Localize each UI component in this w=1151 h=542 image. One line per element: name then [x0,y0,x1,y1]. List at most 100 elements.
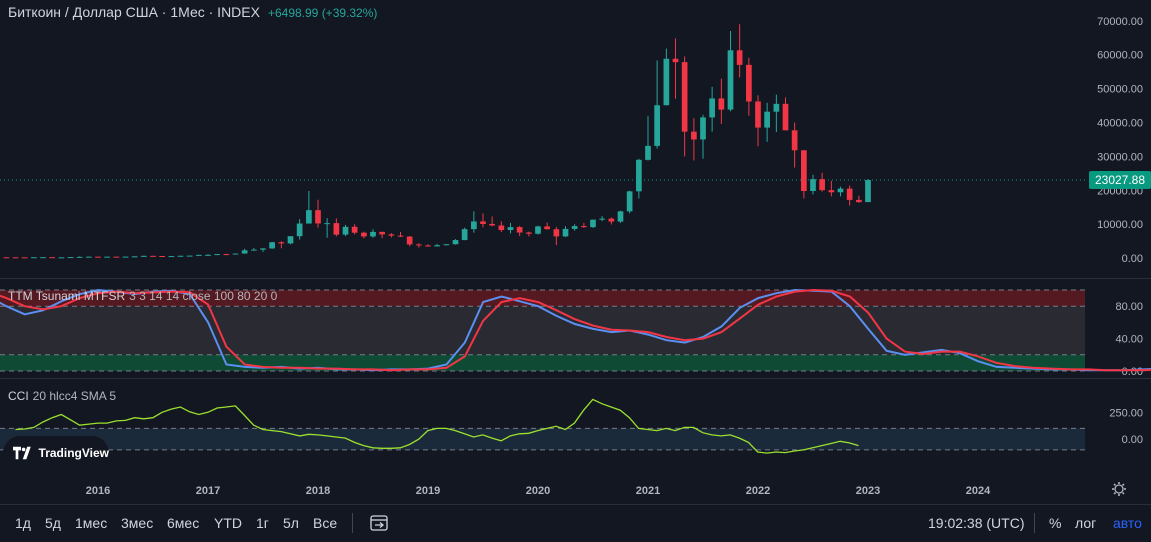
utc-clock[interactable]: 19:02:38 (UTC) [928,515,1025,531]
timeframe-1d[interactable]: 1д [15,515,31,531]
cci-y-tick-label: 250.00 [1109,407,1143,419]
candle [333,218,340,237]
timeframe-ytd[interactable]: YTD [214,515,242,531]
candle-body [498,225,505,231]
symbol-title[interactable]: Биткоин / Доллар США · 1Мес · INDEX [8,4,260,20]
chart-header: Биткоин / Доллар США · 1Мес · INDEX +6498… [8,4,377,20]
tradingview-logo-icon [13,446,31,460]
candle [663,48,670,106]
candle-body [177,255,184,257]
candle-body [361,232,367,237]
candle-body [581,226,587,228]
candle-body [516,227,523,233]
candle-body [351,226,358,233]
tradingview-logo[interactable]: TradingView [3,436,109,470]
candle-body [21,257,28,259]
candle-body [764,111,770,128]
candle [205,254,211,256]
candle [691,118,697,161]
candle [636,158,642,199]
tsunami-y-tick-label: 80.00 [1115,301,1143,313]
chart-canvas[interactable]: 0.0010000.0020000.0030000.0040000.005000… [0,0,1151,504]
candle-body [241,250,248,254]
settings-gear-icon[interactable] [1112,482,1126,496]
candle [168,256,175,258]
toolbar-separator [352,513,353,533]
gear-tooth [1113,483,1117,487]
auto-toggle[interactable]: авто [1113,515,1142,531]
candle-body [865,180,871,203]
timeframe-1m[interactable]: 1мес [75,515,108,531]
candle-body [324,223,330,225]
cci-indicator-label[interactable]: CCI 20 hlcc4 SMA 5 [8,389,116,403]
candle [104,256,110,258]
candle [681,56,688,157]
candle-body [801,150,807,191]
candle [361,231,367,239]
candle-body [746,64,752,102]
candle [159,255,165,258]
date-range-icon[interactable] [370,515,388,531]
candle-body [571,226,578,229]
candle-body [672,58,679,63]
log-toggle[interactable]: лог [1075,515,1097,531]
candle [801,149,807,199]
candle [315,199,321,228]
candle-body [709,98,715,118]
candle-body [86,256,92,258]
candle-body [425,245,431,247]
x-axis-tick-label: 2024 [966,485,991,497]
candle [49,257,55,259]
candle [278,241,285,249]
bottom-toolbar: 1д 5д 1мес 3мес 6мес YTD 1г 5л Все 19:02… [0,504,1151,542]
candle [95,256,101,258]
candle-body [122,256,129,258]
tsunami-params: 3 3 14 14 close 100 80 20 0 [129,289,278,303]
candle [443,244,450,246]
candle [306,190,312,224]
candle-body [452,240,459,245]
candle-body [489,223,495,226]
candle-body [150,255,156,257]
candle [287,236,294,245]
candle-body [819,179,825,191]
last-price-tag: 23027.88 [1089,171,1151,189]
candle-body [397,235,404,237]
candle [480,213,486,228]
toolbar-separator [1034,513,1035,533]
candle [791,122,798,168]
candle-body [159,256,165,258]
candle [654,60,660,149]
candle [232,253,239,255]
candle [526,231,532,237]
candle [773,94,780,132]
candle [388,233,395,238]
timeframe-1y[interactable]: 1г [256,515,269,531]
candle-body [12,257,19,259]
timeframe-5d[interactable]: 5д [45,515,61,531]
tsunami-name: TTM Tsunami MTFSR [8,289,126,303]
candle-body [3,257,10,259]
candle [370,229,376,238]
timeframe-6m[interactable]: 6мес [167,515,200,531]
percent-toggle[interactable]: % [1049,515,1062,531]
candle-body [828,190,835,193]
tsunami-line-red [0,288,1151,372]
candle-body [223,254,230,256]
candle-body [333,223,340,235]
tsunami-indicator-label[interactable]: TTM Tsunami MTFSR 3 3 14 14 close 100 80 … [8,289,277,303]
candle [736,24,743,78]
candle-body [205,254,211,256]
gear-tooth [1121,483,1125,487]
candle [516,225,523,237]
candle-body [306,210,312,224]
candle-body [214,254,220,256]
candle [269,241,275,249]
timeframe-3m[interactable]: 3мес [121,515,154,531]
candle-body [736,50,743,65]
gear-inner [1114,484,1124,494]
timeframe-5y[interactable]: 5л [283,515,299,531]
tsunami-line-blue [0,288,1151,372]
candle-body [700,117,706,140]
timeframe-all[interactable]: Все [313,515,338,531]
